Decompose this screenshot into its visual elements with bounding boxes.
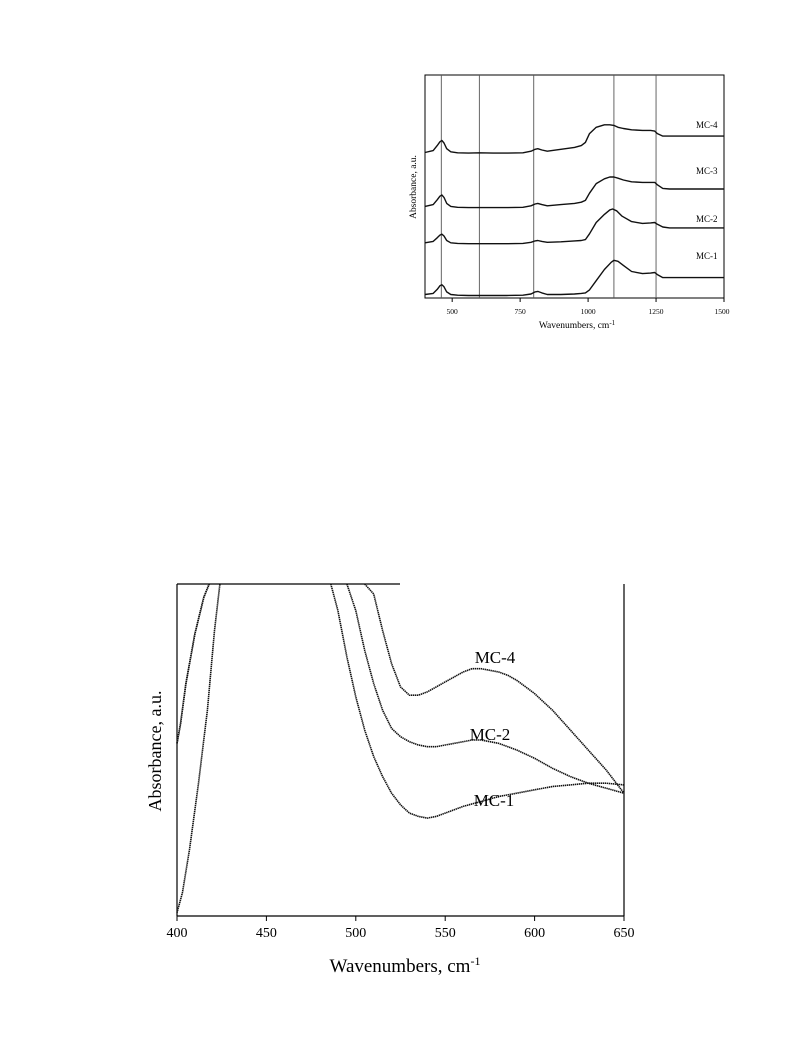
chart2-series-line-mc-2-part-1 [176, 583, 210, 744]
chart1-series-label-mc-1: MC-1 [696, 251, 718, 261]
chart1-x-ticks [451, 298, 725, 302]
chart2-x-axis-label: Wavenumbers, cm-1 [330, 954, 481, 977]
chart1-x-tick-label-1000: 1000 [581, 307, 596, 316]
chart1-series-line-mc-2 [424, 208, 724, 245]
chart1-reference-lines [440, 75, 657, 298]
chart1-series-label-mc-3: MC-3 [696, 166, 718, 176]
chart1-x-axis-label: Wavenumbers, cm-1 [539, 319, 616, 331]
chart2-x-ticks [176, 916, 625, 921]
chart2-x-tick-label-550: 550 [435, 926, 456, 941]
chart2-series-label-mc-2: MC-2 [470, 725, 511, 744]
chart1-x-tick-label-500: 500 [447, 307, 459, 316]
chart2-series-labels: MC-4 MC-2 MC-1 [470, 648, 516, 810]
chart1-y-axis-label: Absorbance, a.u. [409, 155, 419, 219]
chart2-series-label-mc-4: MC-4 [475, 648, 516, 667]
chart2-y-axis-label: Absorbance, a.u. [145, 691, 165, 812]
ftir-zoom-chart: 400 450 500 550 600 650 MC-4 MC-2 MC-1 Wavenumb… [145, 583, 635, 977]
chart2-x-tick-label-450: 450 [256, 926, 277, 941]
chart2-x-tick-label-600: 600 [524, 926, 545, 941]
chart2-series-line-mc-1-part-1 [176, 583, 221, 913]
chart2-x-tick-label-500: 500 [345, 926, 366, 941]
chart2-series-line-mc-1-part-2 [330, 583, 625, 819]
chart1-series-line-mc-3 [424, 176, 724, 209]
chart1-series-labels: MC-1 MC-2 MC-3 MC-4 [696, 120, 718, 261]
chart1-series-line-mc-4 [424, 124, 724, 154]
chart1-x-tick-label-1500: 1500 [715, 307, 730, 316]
chart1-series-label-mc-2: MC-2 [696, 214, 718, 224]
chart2-series-label-mc-1: MC-1 [474, 791, 515, 810]
chart1-x-tick-labels: 500 750 1000 1250 1500 [447, 307, 730, 316]
chart1-series-label-mc-4: MC-4 [696, 120, 718, 130]
chart2-x-tick-label-400: 400 [167, 926, 188, 941]
ftir-full-range-chart: 500 750 1000 1250 1500 MC-1 MC-2 MC-3 MC-4 Wave… [409, 74, 730, 331]
chart2-x-tick-labels: 400 450 500 550 600 650 [167, 926, 635, 941]
chart1-series-line-mc-1 [424, 259, 724, 297]
chart1-plot-frame [424, 74, 725, 299]
chart2-series-line-mc-4-part-3 [364, 583, 625, 794]
chart2-series-line-mc-2-part-3 [346, 583, 625, 794]
chart1-series-group [424, 124, 724, 297]
chart1-x-tick-label-1250: 1250 [649, 307, 664, 316]
chart2-series-group [176, 583, 625, 913]
chart1-x-tick-label-750: 750 [515, 307, 527, 316]
chart2-x-tick-label-650: 650 [614, 926, 635, 941]
